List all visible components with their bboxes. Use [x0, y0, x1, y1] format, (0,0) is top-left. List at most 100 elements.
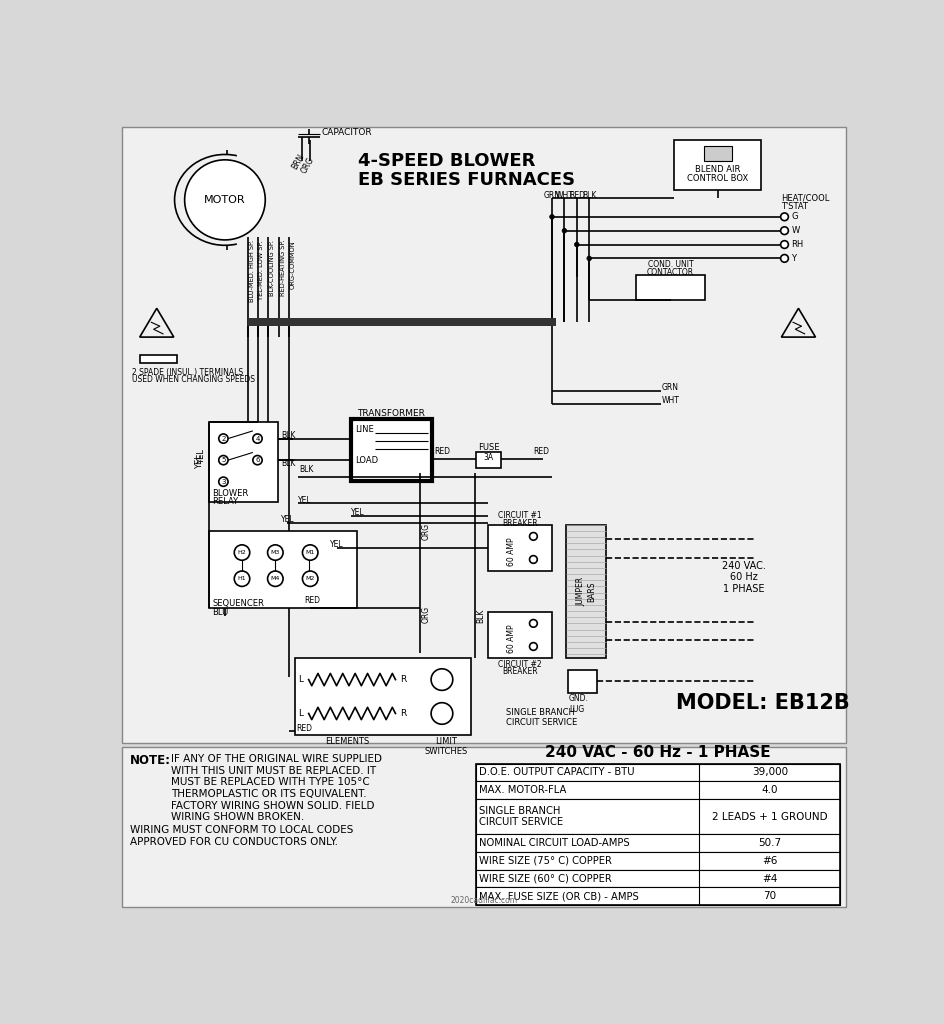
Bar: [122, 127, 846, 742]
Text: ORG: ORG: [299, 156, 315, 174]
Text: RED: RED: [434, 447, 450, 457]
Bar: [122, 746, 846, 906]
Bar: [140, 355, 177, 364]
Text: JUMPER
BARS: JUMPER BARS: [577, 577, 596, 606]
Circle shape: [781, 227, 788, 234]
Text: GND.
LUG: GND. LUG: [569, 694, 589, 714]
Text: IF ANY OF THE ORIGINAL WIRE SUPPLIED
WITH THIS UNIT MUST BE REPLACED. IT
MUST BE: IF ANY OF THE ORIGINAL WIRE SUPPLIED WIT…: [171, 755, 381, 822]
Text: BLK-COOLING SP.: BLK-COOLING SP.: [269, 240, 275, 296]
Circle shape: [234, 571, 250, 587]
Text: BLK: BLK: [582, 190, 597, 200]
Text: M4: M4: [271, 577, 280, 582]
Text: GRN: GRN: [544, 190, 561, 200]
Bar: [476, 835, 840, 852]
Text: Y: Y: [791, 254, 797, 263]
Circle shape: [234, 545, 250, 560]
Text: ORG: ORG: [422, 605, 430, 623]
Text: USED WHEN CHANGING SPEEDS: USED WHEN CHANGING SPEEDS: [132, 376, 255, 384]
Text: WIRE SIZE (75° C) COPPER: WIRE SIZE (75° C) COPPER: [480, 856, 612, 866]
Circle shape: [431, 702, 453, 724]
Text: BLU: BLU: [212, 608, 228, 617]
Text: T'STAT: T'STAT: [781, 202, 808, 211]
Text: L: L: [298, 709, 304, 718]
Text: 39,000: 39,000: [751, 767, 788, 777]
Circle shape: [549, 214, 554, 219]
Bar: [635, 275, 705, 300]
Text: COND. UNIT: COND. UNIT: [648, 260, 694, 269]
Text: H2: H2: [238, 550, 246, 555]
Text: HEAT/COOL: HEAT/COOL: [781, 194, 829, 203]
Bar: [476, 852, 840, 869]
Text: BRN: BRN: [290, 153, 306, 171]
Text: NOTE:: NOTE:: [129, 755, 171, 767]
Text: LOAD: LOAD: [355, 457, 379, 465]
Text: RELAY: RELAY: [212, 497, 239, 506]
Text: YEL: YEL: [329, 541, 344, 549]
Text: BLK: BLK: [476, 608, 485, 623]
Text: WIRE SIZE (60° C) COPPER: WIRE SIZE (60° C) COPPER: [480, 873, 612, 884]
Circle shape: [562, 228, 566, 233]
Circle shape: [530, 556, 537, 563]
Bar: [488, 525, 552, 571]
Bar: [350, 420, 431, 481]
Text: H1: H1: [238, 577, 246, 582]
Text: RH: RH: [791, 240, 803, 249]
Text: BLK: BLK: [280, 431, 295, 440]
Text: RED: RED: [296, 724, 312, 733]
Text: 70: 70: [763, 891, 776, 901]
Text: CONTACTOR: CONTACTOR: [647, 267, 694, 276]
Text: MAX. MOTOR-FLA: MAX. MOTOR-FLA: [480, 785, 566, 795]
Bar: [567, 670, 597, 692]
Text: R: R: [400, 709, 406, 718]
Text: CIRCUIT #1: CIRCUIT #1: [498, 511, 542, 520]
Circle shape: [781, 241, 788, 249]
Text: BLU-MED. HIGH SP.: BLU-MED. HIGH SP.: [249, 240, 255, 302]
Text: BLK: BLK: [280, 459, 295, 468]
Text: 2: 2: [221, 435, 226, 441]
Text: YEL: YEL: [297, 496, 312, 505]
Text: RED: RED: [304, 596, 320, 605]
Text: RED-HEATING SP.: RED-HEATING SP.: [280, 240, 286, 296]
Text: 2020cadillac.com: 2020cadillac.com: [450, 896, 517, 905]
Text: 2 LEADS + 1 GROUND: 2 LEADS + 1 GROUND: [712, 812, 828, 821]
Text: ORG-COMMON: ORG-COMMON: [289, 240, 295, 289]
Bar: [476, 781, 840, 799]
Text: BLOWER: BLOWER: [212, 489, 249, 499]
Circle shape: [302, 545, 318, 560]
Circle shape: [267, 545, 283, 560]
Bar: [674, 140, 761, 189]
Bar: [476, 453, 501, 468]
Bar: [248, 318, 556, 327]
Text: YEL: YEL: [195, 455, 205, 469]
Text: YEL: YEL: [350, 508, 364, 517]
Text: ORG: ORG: [422, 522, 430, 540]
Text: 6: 6: [255, 457, 260, 463]
Text: 5: 5: [221, 457, 226, 463]
Text: #6: #6: [762, 856, 778, 866]
Text: EB SERIES FURNACES: EB SERIES FURNACES: [359, 171, 576, 188]
Text: LINE: LINE: [355, 426, 374, 434]
Text: 4-SPEED BLOWER: 4-SPEED BLOWER: [359, 153, 535, 170]
Text: 4.0: 4.0: [762, 785, 778, 795]
Circle shape: [781, 255, 788, 262]
Text: YEL: YEL: [197, 449, 206, 464]
Text: 3: 3: [221, 478, 226, 484]
Text: L: L: [298, 675, 304, 684]
Text: YEL: YEL: [280, 515, 295, 524]
Text: 2 SPADE (INSUL.) TERMINALS: 2 SPADE (INSUL.) TERMINALS: [132, 368, 243, 377]
Text: MOTOR: MOTOR: [204, 195, 245, 205]
Text: TRANSFORMER: TRANSFORMER: [357, 409, 425, 418]
Circle shape: [431, 669, 453, 690]
Text: BREAKER: BREAKER: [502, 519, 538, 527]
Text: W: W: [791, 226, 800, 236]
Circle shape: [530, 620, 537, 628]
Bar: [488, 611, 552, 658]
Bar: [476, 869, 840, 888]
Text: 3A: 3A: [483, 453, 494, 462]
Text: D.O.E. OUTPUT CAPACITY - BTU: D.O.E. OUTPUT CAPACITY - BTU: [480, 767, 634, 777]
Circle shape: [302, 571, 318, 587]
Text: CAPACITOR: CAPACITOR: [321, 128, 372, 136]
Circle shape: [530, 532, 537, 541]
Text: RED: RED: [569, 190, 584, 200]
Bar: [476, 799, 840, 835]
